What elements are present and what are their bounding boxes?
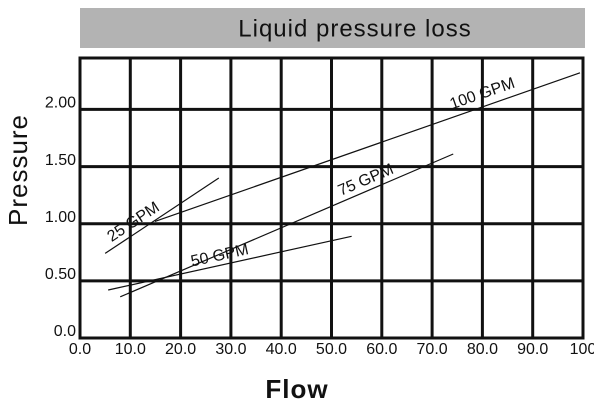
y-axis-label: Pressure (3, 114, 33, 226)
series-line (120, 153, 454, 298)
x-tick-label: 40.0 (266, 341, 297, 358)
x-tick-label: 0.0 (69, 341, 91, 358)
x-tick-label: 100 (570, 341, 594, 358)
chart-title: Liquid pressure loss (238, 15, 471, 42)
title-bar (80, 8, 585, 48)
x-tick-label: 10.0 (115, 341, 146, 358)
y-tick-label: 1.50 (45, 152, 76, 169)
series-line (108, 235, 352, 291)
x-tick-label: 80.0 (467, 341, 498, 358)
x-tick-label: 20.0 (165, 341, 196, 358)
y-tick-label: 0.50 (45, 266, 76, 283)
x-tick-label: 70.0 (417, 341, 448, 358)
x-tick-label: 50.0 (316, 341, 347, 358)
y-tick-label: 2.00 (45, 95, 76, 112)
series-line (154, 72, 581, 222)
y-tick-label: 0.0 (54, 323, 76, 340)
y-tick-label: 1.00 (45, 209, 76, 226)
series-line (104, 177, 220, 254)
x-tick-label: 90.0 (517, 341, 548, 358)
x-tick-label: 60.0 (366, 341, 397, 358)
x-axis-label: Flow (265, 374, 328, 404)
x-tick-label: 30.0 (215, 341, 246, 358)
